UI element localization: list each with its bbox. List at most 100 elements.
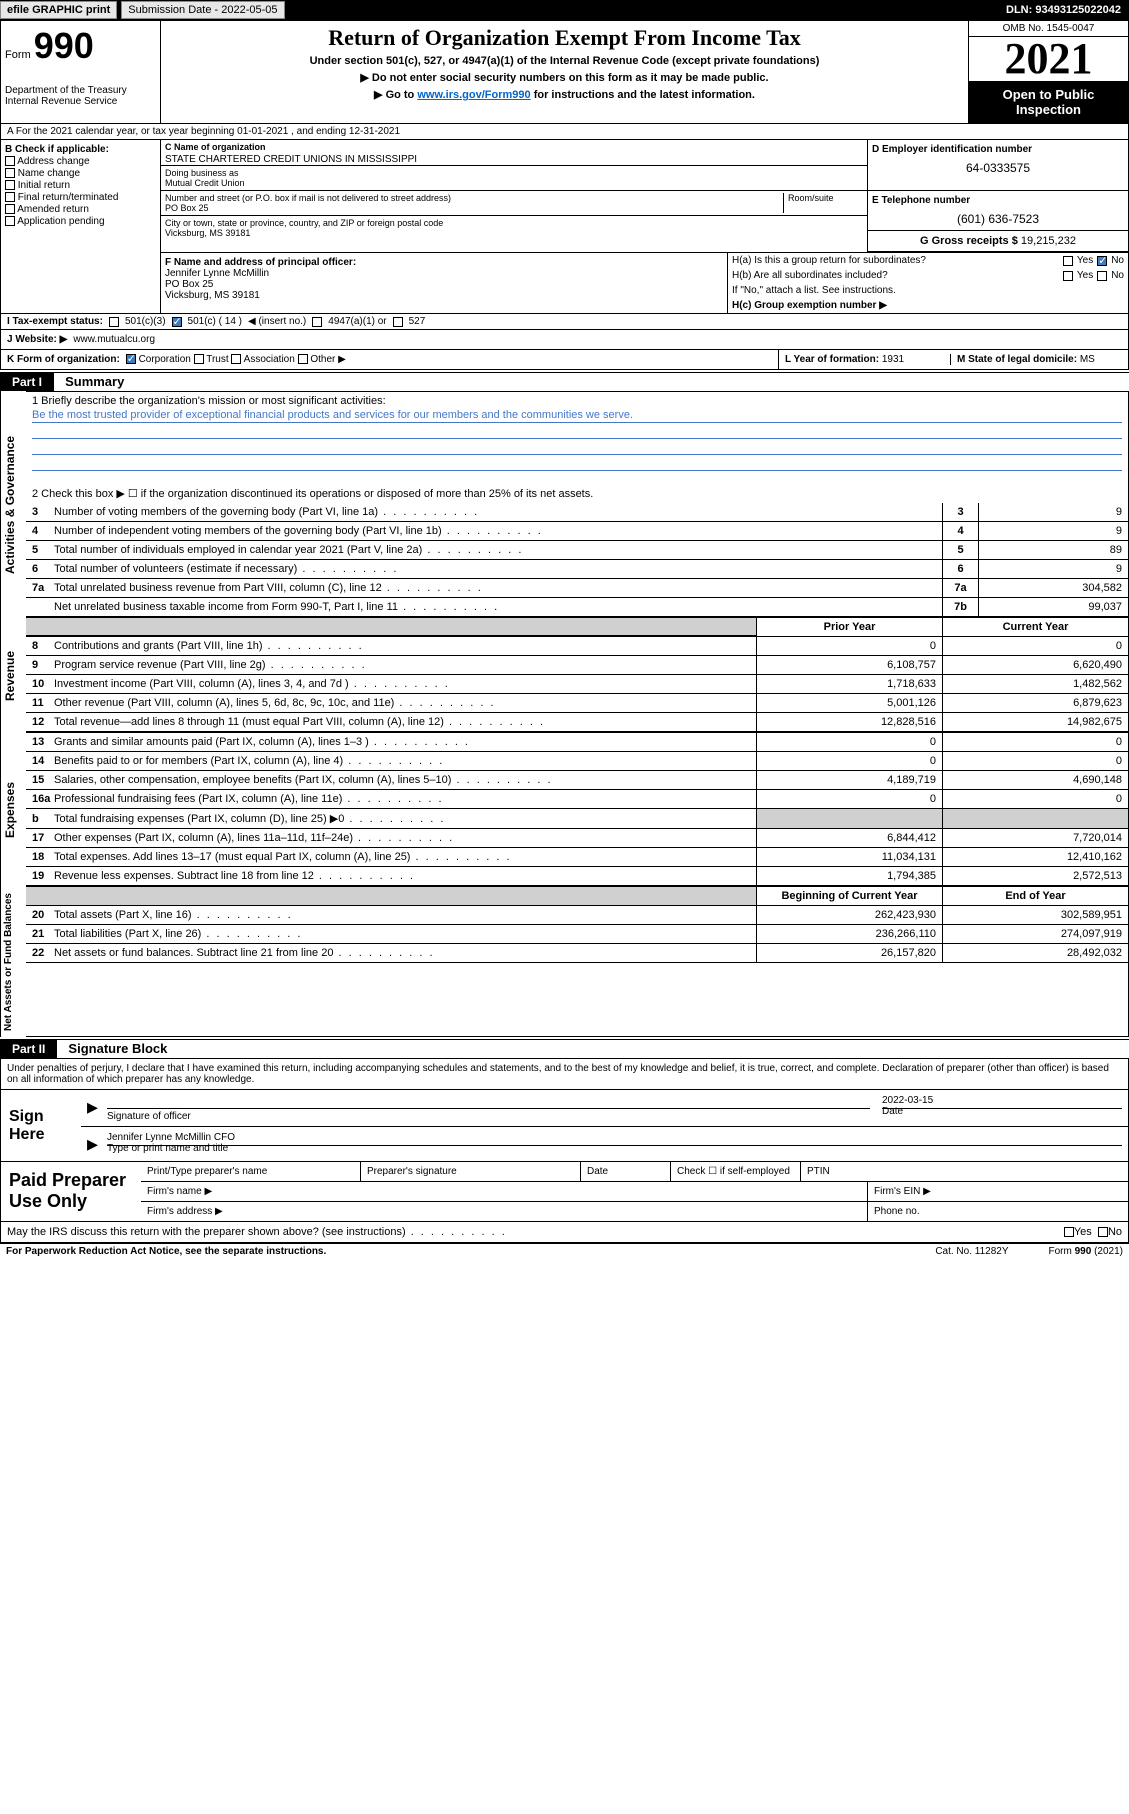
ein-value: 64-0333575 (872, 161, 1124, 175)
efile-print-button[interactable]: efile GRAPHIC print (0, 1, 117, 19)
section-b: B Check if applicable: Address change Na… (1, 140, 161, 313)
h-b-yes-checkbox[interactable] (1063, 271, 1073, 281)
gov-row-box: 6 (942, 560, 978, 578)
fin-row-curr: 274,097,919 (942, 925, 1128, 943)
footer-right: Form 990 (2021) (1049, 1246, 1123, 1257)
sub3-post: for instructions and the latest informat… (534, 89, 755, 101)
l-value: 1931 (882, 354, 904, 365)
b-checkbox-4[interactable] (5, 204, 15, 214)
i-opt4: 527 (409, 316, 426, 327)
fin-row-prior: 11,034,131 (756, 848, 942, 866)
i-4947-checkbox[interactable] (312, 317, 322, 327)
discuss-yes-checkbox[interactable] (1064, 1227, 1074, 1237)
irs-link[interactable]: www.irs.gov/Form990 (417, 89, 530, 101)
h-a-no-checkbox[interactable] (1097, 256, 1107, 266)
h-c-label: H(c) Group exemption number ▶ (732, 300, 887, 311)
fin-row-text: Net assets or fund balances. Subtract li… (54, 947, 435, 959)
netassets-col-hdr: Beginning of Current Year End of Year (26, 887, 1128, 906)
gov-row-text: Number of independent voting members of … (54, 525, 543, 537)
fin-row-prior: 236,266,110 (756, 925, 942, 943)
fin-row-curr: 0 (942, 790, 1128, 808)
current-year-hdr: Current Year (942, 618, 1128, 636)
fin-row: 15Salaries, other compensation, employee… (26, 771, 1128, 790)
fin-row-text: Total fundraising expenses (Part IX, col… (54, 813, 445, 825)
mission-blank-1 (32, 425, 1122, 439)
signature-name-line: Jennifer Lynne McMillin CFO Type or prin… (107, 1145, 1122, 1157)
b-item-3: Final return/terminated (18, 192, 119, 203)
discuss-no-checkbox[interactable] (1098, 1227, 1108, 1237)
fin-row-prior: 262,423,930 (756, 906, 942, 924)
header-center: Return of Organization Exempt From Incom… (161, 21, 968, 123)
section-e: E Telephone number (601) 636-7523 (868, 191, 1128, 231)
end-year-hdr: End of Year (942, 887, 1128, 905)
m-value: MS (1080, 354, 1095, 365)
fin-row-curr: 7,720,014 (942, 829, 1128, 847)
fin-row-prior: 5,001,126 (756, 694, 942, 712)
k-checkbox-0[interactable] (126, 354, 136, 364)
l-label: L Year of formation: (785, 354, 879, 365)
signature-officer-line[interactable]: Signature of officer (107, 1108, 870, 1122)
officer-addr1: PO Box 25 (165, 279, 213, 290)
k-checkbox-2[interactable] (231, 354, 241, 364)
mission-blank-3 (32, 457, 1122, 471)
no-label: No (1111, 255, 1124, 266)
vtab-governance: Activities & Governance (0, 391, 26, 618)
h-b-no-checkbox[interactable] (1097, 271, 1107, 281)
fin-row-prior: 1,794,385 (756, 867, 942, 885)
sign-here-block: Sign Here ▸ Signature of officer 2022-03… (0, 1089, 1129, 1162)
part2-title: Signature Block (68, 1041, 167, 1056)
open-public-badge: Open to Public Inspection (969, 81, 1128, 123)
b-checkbox-1[interactable] (5, 168, 15, 178)
header-right: OMB No. 1545-0047 2021 Open to Public In… (968, 21, 1128, 123)
website-value: www.mutualcu.org (73, 334, 155, 345)
fin-row: 8Contributions and grants (Part VIII, li… (26, 637, 1128, 656)
sig-name-val: Jennifer Lynne McMillin CFO (107, 1132, 1122, 1143)
part1-badge: Part I (0, 373, 54, 391)
gov-row-val: 89 (978, 541, 1128, 559)
k-opt-0: Corporation (139, 354, 191, 365)
footer-form-num: 990 (1075, 1246, 1092, 1257)
fin-row: 20Total assets (Part X, line 16) 262,423… (26, 906, 1128, 925)
pp-sig-lbl: Preparer's signature (361, 1162, 581, 1181)
yes-label: Yes (1077, 255, 1093, 266)
pp-check-lbl: Check ☐ if self-employed (671, 1162, 801, 1181)
b-checkbox-0[interactable] (5, 156, 15, 166)
fin-row-text: Total liabilities (Part X, line 26) (54, 928, 302, 940)
fin-row-text: Other expenses (Part IX, column (A), lin… (54, 832, 454, 844)
gov-row-text: Total number of individuals employed in … (54, 544, 523, 556)
fin-row: 12Total revenue—add lines 8 through 11 (… (26, 713, 1128, 732)
e-label: E Telephone number (872, 195, 1124, 206)
h-b-label: H(b) Are all subordinates included? (732, 270, 1063, 281)
pp-ptin-lbl: PTIN (801, 1162, 1128, 1181)
fin-row-curr (942, 809, 1128, 828)
k-checkbox-1[interactable] (194, 354, 204, 364)
fin-row-prior: 0 (756, 733, 942, 751)
vtab-expenses: Expenses (0, 733, 26, 887)
b-checkbox-5[interactable] (5, 216, 15, 226)
b-checkbox-2[interactable] (5, 180, 15, 190)
pp-ein-lbl: Firm's EIN ▶ (868, 1182, 1128, 1201)
i-527-checkbox[interactable] (393, 317, 403, 327)
gov-row-box: 3 (942, 503, 978, 521)
vtab-netassets: Net Assets or Fund Balances (0, 887, 26, 1037)
fin-row: 11Other revenue (Part VIII, column (A), … (26, 694, 1128, 713)
fin-row-prior: 12,828,516 (756, 713, 942, 731)
yes-label-2: Yes (1077, 270, 1093, 281)
fin-row-text: Investment income (Part VIII, column (A)… (54, 678, 450, 690)
gov-row-text: Total unrelated business revenue from Pa… (54, 582, 483, 594)
h-a-yes-checkbox[interactable] (1063, 256, 1073, 266)
discuss-yes: Yes (1074, 1226, 1092, 1238)
b-item-0: Address change (17, 156, 89, 167)
i-opt3: 4947(a)(1) or (328, 316, 386, 327)
gov-row-val: 9 (978, 522, 1128, 540)
i-501c-checkbox[interactable] (172, 317, 182, 327)
fin-row-curr: 302,589,951 (942, 906, 1128, 924)
b-checkbox-3[interactable] (5, 192, 15, 202)
form-header: Form 990 Department of the Treasury Inte… (0, 20, 1129, 124)
j-label: J Website: ▶ (7, 334, 67, 345)
footer-center: Cat. No. 11282Y (935, 1246, 1008, 1257)
i-501c3-checkbox[interactable] (109, 317, 119, 327)
k-checkbox-3[interactable] (298, 354, 308, 364)
f-label: F Name and address of principal officer: (165, 257, 356, 268)
pp-name-lbl: Print/Type preparer's name (141, 1162, 361, 1181)
